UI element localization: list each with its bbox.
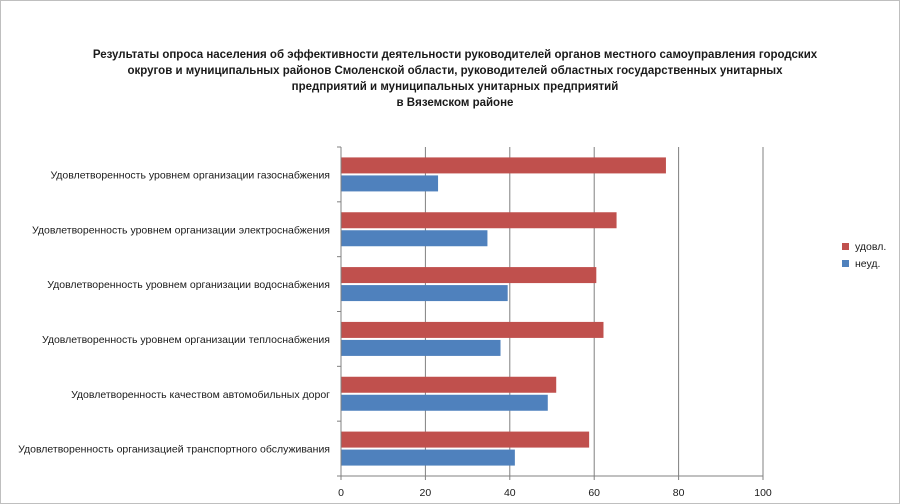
bar-unsatisfied <box>341 394 548 411</box>
bar-unsatisfied <box>341 449 515 466</box>
bar-satisfied <box>341 376 557 393</box>
bar-unsatisfied <box>341 285 508 302</box>
legend-label-satisfied: удовл. <box>855 240 887 253</box>
bar-unsatisfied <box>341 230 488 247</box>
x-tick-label: 0 <box>338 487 344 499</box>
bar-satisfied <box>341 212 617 229</box>
legend-swatch-satisfied <box>842 243 849 250</box>
bar-satisfied <box>341 157 666 174</box>
category-label: Удовлетворенность качеством автомобильны… <box>71 389 330 401</box>
legend-item-satisfied: удовл. <box>842 238 886 255</box>
legend-swatch-unsatisfied <box>842 260 849 267</box>
x-tick-label: 80 <box>673 487 685 499</box>
chart-legend: удовл. неуд. <box>842 238 886 272</box>
category-label: Удовлетворенность уровнем организации во… <box>47 279 330 291</box>
x-tick-label: 20 <box>420 487 432 499</box>
category-label: Удовлетворенность уровнем организации эл… <box>32 224 330 236</box>
bar-satisfied <box>341 321 604 338</box>
category-label: Удовлетворенность организацией транспорт… <box>18 444 330 456</box>
legend-label-unsatisfied: неуд. <box>855 257 881 270</box>
category-label: Удовлетворенность уровнем организации га… <box>50 169 330 181</box>
chart-title-line: предприятий и муниципальных унитарных пр… <box>291 81 619 93</box>
chart-title-line: округов и муниципальных районов Смоленск… <box>127 65 783 77</box>
x-tick-label: 60 <box>588 487 600 499</box>
chart-title-line: в Вяземском районе <box>396 97 514 109</box>
bar-satisfied <box>341 267 597 284</box>
bar-satisfied <box>341 431 590 448</box>
x-tick-label: 40 <box>504 487 516 499</box>
x-tick-label: 100 <box>754 487 772 499</box>
bar-unsatisfied <box>341 339 501 356</box>
chart-title-line: Результаты опроса населения об эффективн… <box>92 49 818 61</box>
legend-item-unsatisfied: неуд. <box>842 255 886 272</box>
bar-unsatisfied <box>341 175 439 192</box>
chart-title: Результаты опроса населения об эффективн… <box>60 47 850 111</box>
category-label: Удовлетворенность уровнем организации те… <box>42 334 330 346</box>
